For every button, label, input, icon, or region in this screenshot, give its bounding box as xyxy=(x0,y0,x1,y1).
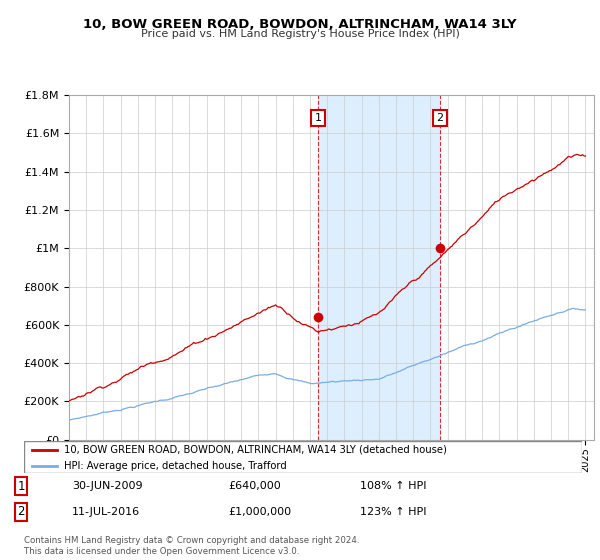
Text: 2: 2 xyxy=(17,505,25,518)
Text: £1,000,000: £1,000,000 xyxy=(228,507,291,517)
Text: 123% ↑ HPI: 123% ↑ HPI xyxy=(360,507,427,517)
FancyBboxPatch shape xyxy=(24,441,582,473)
Text: 10, BOW GREEN ROAD, BOWDON, ALTRINCHAM, WA14 3LY: 10, BOW GREEN ROAD, BOWDON, ALTRINCHAM, … xyxy=(83,18,517,31)
Text: £640,000: £640,000 xyxy=(228,482,281,491)
Text: 10, BOW GREEN ROAD, BOWDON, ALTRINCHAM, WA14 3LY (detached house): 10, BOW GREEN ROAD, BOWDON, ALTRINCHAM, … xyxy=(64,445,447,455)
Text: 30-JUN-2009: 30-JUN-2009 xyxy=(72,482,143,491)
Text: HPI: Average price, detached house, Trafford: HPI: Average price, detached house, Traf… xyxy=(64,461,287,471)
Text: 1: 1 xyxy=(17,480,25,493)
Text: 11-JUL-2016: 11-JUL-2016 xyxy=(72,507,140,517)
Text: 2: 2 xyxy=(436,113,443,123)
Text: Price paid vs. HM Land Registry's House Price Index (HPI): Price paid vs. HM Land Registry's House … xyxy=(140,29,460,39)
Bar xyxy=(318,95,440,440)
Text: 1: 1 xyxy=(314,113,322,123)
Text: Contains HM Land Registry data © Crown copyright and database right 2024.
This d: Contains HM Land Registry data © Crown c… xyxy=(24,536,359,556)
Text: 108% ↑ HPI: 108% ↑ HPI xyxy=(360,482,427,491)
